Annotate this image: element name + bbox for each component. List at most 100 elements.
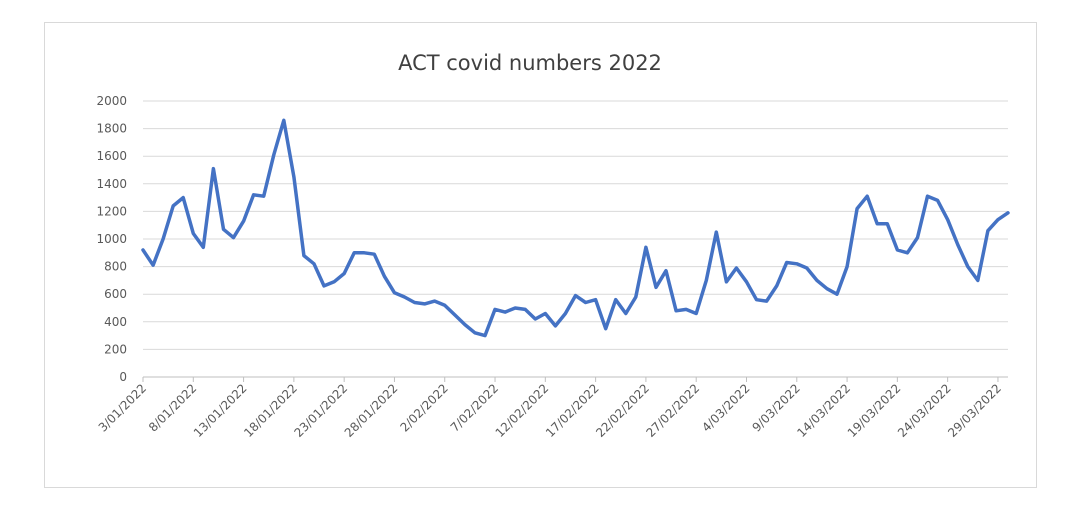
data-point: [966, 265, 970, 269]
data-point: [895, 248, 899, 252]
y-tick-label: 400: [104, 315, 127, 329]
data-point: [976, 278, 980, 282]
data-point: [855, 207, 859, 211]
series-layer: [141, 118, 1010, 338]
data-point: [282, 118, 286, 122]
data-point: [433, 299, 437, 303]
data-point: [322, 284, 326, 288]
data-point: [443, 303, 447, 307]
data-point: [865, 194, 869, 198]
x-tick-label: 7/02/2022: [448, 381, 501, 434]
data-point: [745, 280, 749, 284]
x-axis: 3/01/20228/01/202213/01/202218/01/202223…: [96, 376, 1008, 440]
data-point: [342, 272, 346, 276]
data-point: [664, 269, 668, 273]
data-point: [181, 196, 185, 200]
data-point: [936, 198, 940, 202]
data-point: [302, 254, 306, 258]
data-point: [986, 229, 990, 233]
y-tick-label: 2000: [96, 94, 127, 108]
data-point: [453, 313, 457, 317]
data-point: [684, 307, 688, 311]
data-point: [352, 251, 356, 255]
data-point: [926, 194, 930, 198]
x-tick-label: 8/01/2022: [146, 381, 199, 434]
data-point: [393, 291, 397, 295]
chart-title: ACT covid numbers 2022: [398, 51, 662, 75]
data-point: [916, 236, 920, 240]
data-point: [584, 301, 588, 305]
data-point: [825, 287, 829, 291]
x-tick-label: 28/01/2022: [342, 381, 401, 440]
data-point: [262, 194, 266, 198]
x-tick-label: 27/02/2022: [644, 381, 703, 440]
data-point: [704, 278, 708, 282]
x-tick-label: 9/03/2022: [749, 381, 802, 434]
data-point: [956, 243, 960, 247]
data-point: [372, 252, 376, 256]
data-point: [624, 312, 628, 316]
data-point: [161, 237, 165, 241]
data-point: [523, 307, 527, 311]
data-point: [242, 219, 246, 223]
data-point: [382, 274, 386, 278]
y-tick-label: 600: [104, 287, 127, 301]
data-point: [543, 312, 547, 316]
data-point: [292, 175, 296, 179]
data-point: [201, 245, 205, 249]
data-point: [594, 298, 598, 302]
data-point: [885, 222, 889, 226]
data-point: [563, 312, 567, 316]
data-point: [1006, 211, 1010, 215]
data-point: [765, 299, 769, 303]
data-point: [272, 153, 276, 157]
data-point: [574, 294, 578, 298]
y-tick-label: 1400: [96, 177, 127, 191]
data-point: [905, 251, 909, 255]
data-point: [815, 278, 819, 282]
data-point: [141, 248, 145, 252]
data-point: [614, 298, 618, 302]
x-tick-label: 2/02/2022: [397, 381, 450, 434]
y-tick-label: 1000: [96, 232, 127, 246]
data-point: [493, 307, 497, 311]
data-point: [755, 298, 759, 302]
gridlines: [143, 100, 1008, 350]
y-tick-label: 1800: [96, 122, 127, 136]
data-point: [644, 245, 648, 249]
data-point: [191, 232, 195, 236]
data-point: [252, 193, 256, 197]
data-point: [403, 295, 407, 299]
data-point: [634, 295, 638, 299]
data-point: [503, 310, 507, 314]
x-tick-label: 4/03/2022: [699, 381, 752, 434]
chart-area: [44, 22, 1037, 488]
data-point: [805, 266, 809, 270]
data-point: [946, 218, 950, 222]
data-point: [151, 263, 155, 267]
data-point: [463, 323, 467, 327]
data-point: [533, 317, 537, 321]
data-point: [674, 309, 678, 313]
data-point: [845, 265, 849, 269]
data-point: [795, 262, 799, 266]
y-tick-label: 0: [119, 370, 127, 384]
data-point: [171, 204, 175, 208]
data-point: [413, 301, 417, 305]
series-line: [141, 118, 1010, 338]
data-point: [553, 324, 557, 328]
data-point: [211, 167, 215, 171]
x-tick-label: 3/01/2022: [96, 381, 149, 434]
data-point: [473, 331, 477, 335]
data-point: [714, 230, 718, 234]
x-tick-label: 29/03/2022: [945, 381, 1004, 440]
data-point: [694, 312, 698, 316]
y-tick-label: 800: [104, 260, 127, 274]
data-point: [483, 334, 487, 338]
data-point: [513, 306, 517, 310]
data-point: [232, 236, 236, 240]
data-point: [996, 218, 1000, 222]
data-point: [362, 251, 366, 255]
data-point: [775, 284, 779, 288]
